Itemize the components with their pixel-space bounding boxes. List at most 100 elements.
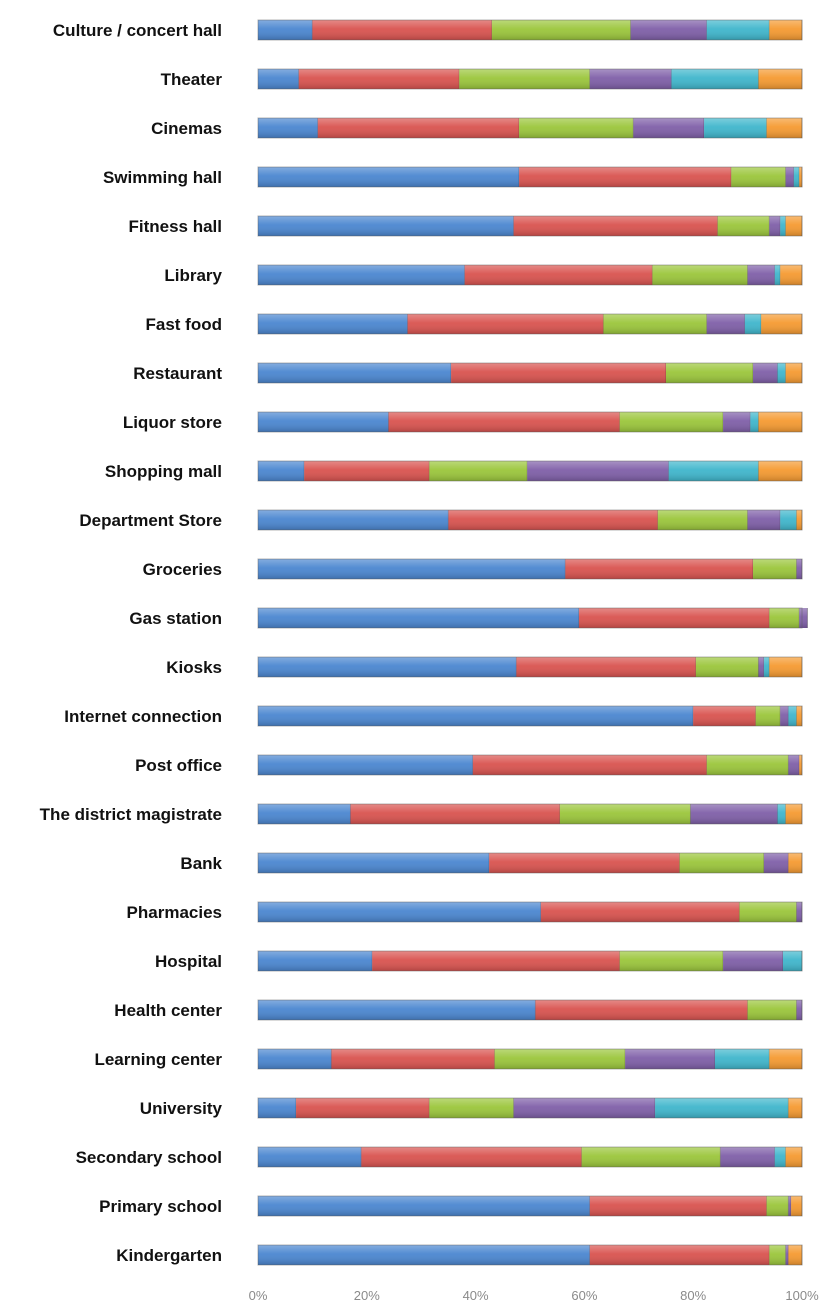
bar-segment-shading — [258, 1098, 297, 1118]
bar-row — [257, 901, 803, 923]
bar-row — [257, 68, 803, 90]
category-label: Kindergarten — [116, 1246, 222, 1265]
x-tick-label: 100% — [785, 1288, 819, 1303]
bar-segment-shading — [312, 20, 492, 40]
bar-segment-shading — [494, 1049, 626, 1069]
bar-row — [257, 1195, 803, 1217]
bar-segment-shading — [565, 559, 754, 579]
bar-segment-shading — [720, 1147, 775, 1167]
bar-segment-shading — [695, 657, 759, 677]
category-label: Health center — [114, 1001, 222, 1020]
bar-segment-shading — [793, 167, 800, 187]
bar-segment-shading — [744, 314, 762, 334]
x-tick-label: 80% — [680, 1288, 706, 1303]
bar-segment-shading — [535, 1000, 748, 1020]
bar-segment-shading — [753, 559, 797, 579]
category-label: Internet connection — [64, 707, 222, 726]
bar-segment-shading — [739, 902, 797, 922]
bar-segment-shading — [769, 608, 800, 628]
bar-row — [257, 754, 803, 776]
bar-segment-shading — [258, 510, 449, 530]
bar-outline — [257, 950, 803, 972]
bar-row — [257, 607, 808, 629]
bar-segment-shading — [258, 804, 351, 824]
bar-segment-shading — [785, 804, 802, 824]
bar-segment-shading — [763, 657, 770, 677]
bar-outline — [257, 215, 803, 237]
bar-segment-shading — [788, 1245, 802, 1265]
bar-segment-shading — [780, 216, 786, 236]
bar-segment-shading — [747, 510, 781, 530]
bar-row — [257, 705, 803, 727]
bar-row — [257, 803, 803, 825]
bar-outline — [257, 313, 803, 335]
category-label: Primary school — [99, 1197, 222, 1216]
bar-segment-shading — [589, 69, 672, 89]
bar-row — [257, 1048, 803, 1070]
bar-segment-shading — [788, 1098, 802, 1118]
category-label: Learning center — [94, 1050, 222, 1069]
bar-segment-shading — [731, 167, 786, 187]
bars — [257, 19, 808, 1266]
bar-segment-shading — [258, 412, 389, 432]
bar-row — [257, 1146, 803, 1168]
bar-segment-shading — [513, 216, 718, 236]
bar-segment-shading — [258, 216, 514, 236]
bar-segment-shading — [429, 1098, 514, 1118]
bar-segment-shading — [747, 265, 775, 285]
bar-segment-shading — [516, 657, 696, 677]
bar-segment-shading — [519, 118, 634, 138]
bar-segment-shading — [652, 265, 748, 285]
bar-row — [257, 166, 803, 188]
bar-segment-shading — [690, 804, 778, 824]
bar-segment-shading — [258, 608, 579, 628]
bar-segment-shading — [758, 657, 764, 677]
bar-outline — [257, 117, 803, 139]
bar-segment-shading — [763, 853, 789, 873]
bar-outline — [257, 19, 803, 41]
category-label: Post office — [135, 756, 222, 775]
bar-segment-shading — [296, 1098, 430, 1118]
bar-outline — [257, 656, 803, 678]
bar-segment-shading — [780, 265, 802, 285]
bar-segment-shading — [704, 118, 767, 138]
bar-outline — [257, 754, 803, 776]
bar-outline — [257, 411, 803, 433]
bar-segment-shading — [258, 265, 465, 285]
bar-segment-shading — [513, 1098, 656, 1118]
bar-segment-shading — [755, 706, 781, 726]
bar-outline — [257, 558, 803, 580]
bar-segment-shading — [350, 804, 560, 824]
bar-segment-shading — [630, 20, 707, 40]
bar-segment-shading — [693, 706, 756, 726]
bar-segment-shading — [769, 216, 781, 236]
bar-segment-shading — [372, 951, 620, 971]
bar-segment-shading — [448, 510, 658, 530]
bar-segment-shading — [785, 363, 802, 383]
bar-outline — [257, 1097, 803, 1119]
bar-segment-shading — [258, 1245, 590, 1265]
bar-segment-shading — [258, 755, 473, 775]
bar-segment-shading — [723, 951, 783, 971]
bar-outline — [257, 68, 803, 90]
bar-segment-shading — [258, 1196, 590, 1216]
bar-segment-shading — [491, 20, 631, 40]
bar-segment-shading — [796, 559, 802, 579]
category-label: Gas station — [129, 609, 222, 628]
bar-outline — [257, 901, 803, 923]
bar-segment-shading — [796, 510, 802, 530]
bar-segment-shading — [258, 657, 517, 677]
bar-segment-shading — [361, 1147, 582, 1167]
category-label: Department Store — [79, 511, 222, 530]
x-tick-label: 20% — [354, 1288, 380, 1303]
bar-segment-shading — [799, 608, 808, 628]
category-label: Hospital — [155, 952, 222, 971]
x-axis-ticks: 0% 20% 40% 60% 80% 100% — [249, 1288, 819, 1303]
bar-segment-shading — [298, 69, 460, 89]
bar-row — [257, 460, 803, 482]
bar-row — [257, 852, 803, 874]
bar-segment-shading — [331, 1049, 495, 1069]
bar-row — [257, 19, 803, 41]
bar-segment-shading — [799, 755, 802, 775]
bar-segment-shading — [407, 314, 604, 334]
